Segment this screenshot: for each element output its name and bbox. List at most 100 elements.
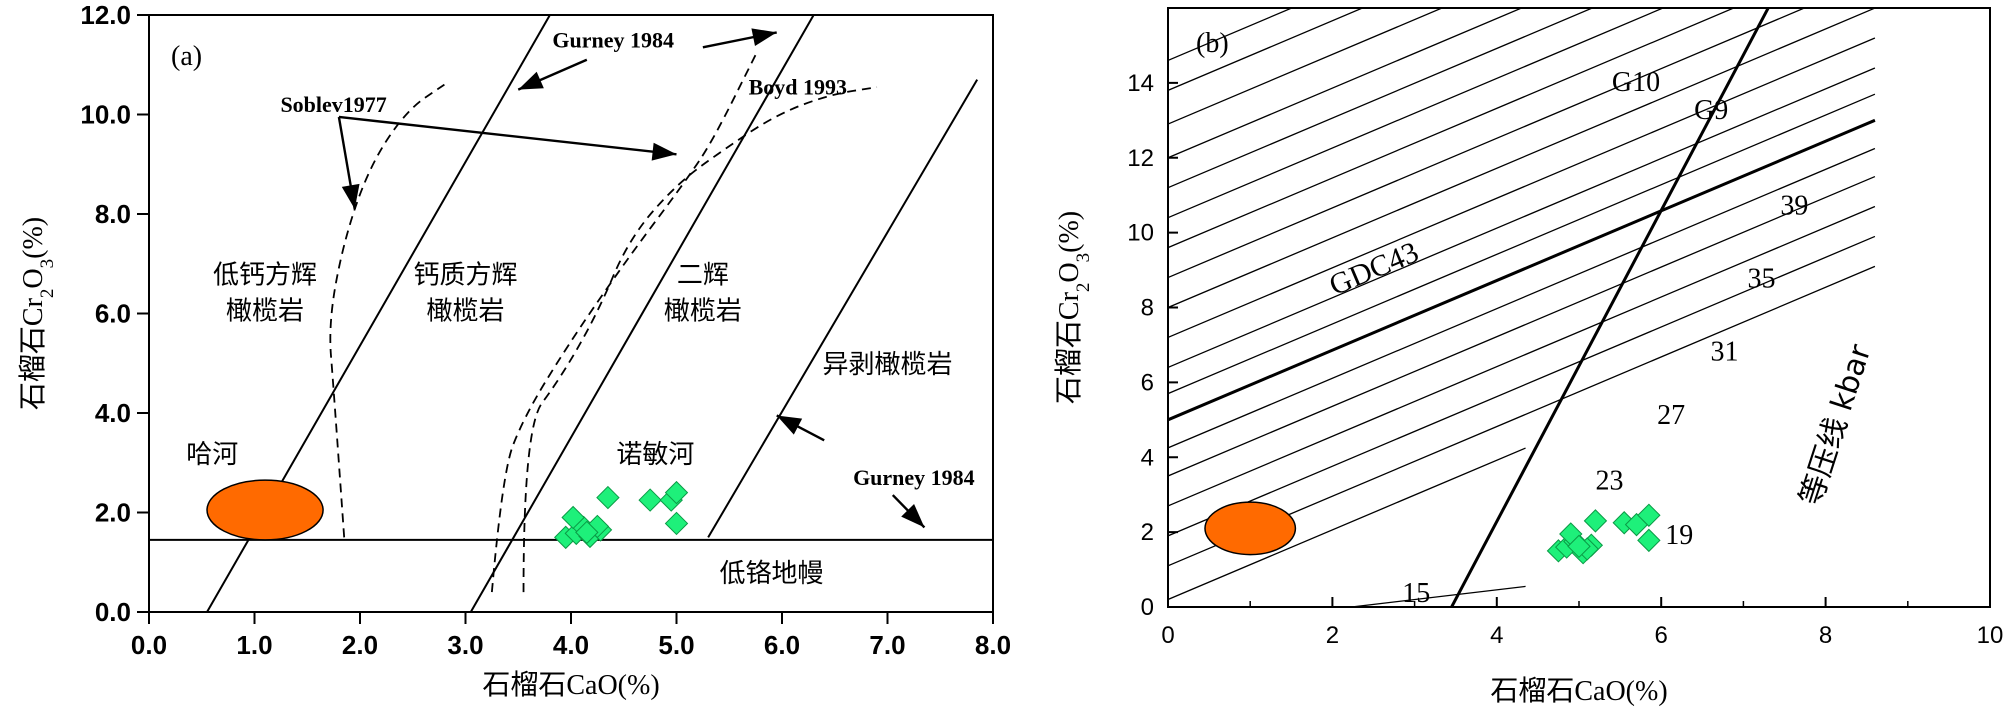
panel-a-x-ticks: 0.0 1.0 2.0 3.0 4.0 5.0 6.0 7.0 8.0 — [131, 612, 1011, 660]
y-tick-label: 6 — [1141, 369, 1154, 396]
panel-a-arrows — [337, 28, 926, 529]
panel-a-y-ticks: 0.0 2.0 4.0 6.0 8.0 10.0 12.0 — [80, 0, 149, 627]
isobar-line — [1168, 235, 1876, 537]
x-tick-label: 4.0 — [553, 630, 589, 660]
isobar-line — [1168, 8, 1665, 219]
panel-a-dashed-curves — [329, 54, 878, 593]
y-tick-label: 10 — [1127, 220, 1154, 247]
y-tick-label: 4 — [1141, 444, 1154, 471]
field-label: 低铬地幔 — [719, 559, 823, 589]
dashed-curve-boyd1993 — [522, 86, 878, 593]
arrow — [517, 58, 588, 91]
panel-b-x-ticks: 0 2 4 6 8 10 — [1161, 597, 2003, 649]
panel-a-label: (a) — [171, 41, 202, 72]
panel-b-y-axis-label: 石榴石Cr2O3(%) — [1053, 211, 1094, 404]
panel-b-marks — [1204, 501, 1661, 565]
y-tick-label: 2.0 — [95, 498, 131, 528]
isobar-label: 31 — [1711, 337, 1739, 368]
isobar-line — [1168, 447, 1526, 601]
x-tick-label: 10 — [1977, 622, 2004, 649]
y-tick-label: 2 — [1141, 519, 1154, 546]
isobar-label: 27 — [1657, 400, 1685, 431]
annotation-label: Gurney 1984 — [853, 465, 975, 490]
x-tick-label: 0.0 — [131, 630, 167, 660]
isobar-label: 39 — [1780, 191, 1808, 222]
annotation-label: Gurney 1984 — [552, 27, 674, 52]
isobar-line — [1168, 175, 1876, 477]
isobar-line — [1168, 8, 1444, 125]
data-point — [1567, 534, 1591, 559]
g10-g9-line — [1450, 8, 1770, 607]
arrow-head — [776, 415, 803, 435]
x-tick-label: 0 — [1161, 622, 1174, 649]
arrow — [776, 414, 825, 442]
field-label: 橄榄岩 — [664, 297, 742, 327]
isobar-line — [1168, 93, 1876, 395]
arrow — [337, 116, 360, 210]
annotation-label: Boyd 1993 — [749, 75, 847, 100]
arrow-head — [518, 71, 544, 90]
isobar-line — [1168, 8, 1594, 189]
field-label: 哈河 — [186, 440, 238, 470]
x-tick-label: 8.0 — [975, 630, 1011, 660]
haha-ellipse — [1204, 501, 1297, 556]
panel-b-heavy-lines — [1168, 8, 1876, 607]
x-tick-label: 3.0 — [447, 630, 483, 660]
panel-a-annotations: Soblev1977 Gurney 1984 Boyd 1993 Gurney 198… — [280, 27, 974, 490]
boundary-line — [707, 79, 979, 538]
arrow-shaft — [338, 115, 677, 156]
y-tick-label: 10.0 — [80, 100, 131, 130]
x-tick-label: 4 — [1490, 622, 1503, 649]
boundary-line — [469, 14, 815, 613]
panel-a-x-axis-label: 石榴石CaO(%) — [482, 669, 659, 701]
y-tick-label: 14 — [1127, 70, 1154, 97]
isobar-label: 19 — [1665, 520, 1693, 551]
data-point — [638, 488, 662, 512]
x-tick-label: 6.0 — [764, 630, 800, 660]
dashed-curve-soblev1977 — [329, 83, 445, 538]
g-line-label: G9 — [1694, 95, 1728, 126]
x-tick-label: 8 — [1819, 622, 1832, 649]
isobar-label: 35 — [1748, 264, 1776, 295]
panel-a: 0.0 2.0 4.0 6.0 8.0 10.0 12.0 0.0 1.0 2.0 3.0 4.0 5… — [17, 0, 1011, 701]
isobar-line — [1168, 8, 1736, 249]
panel-b-x-axis-label: 石榴石CaO(%) — [1490, 675, 1667, 707]
isobar-line — [1168, 205, 1876, 507]
data-point — [1637, 503, 1661, 527]
arrow — [702, 28, 777, 49]
isobar-label: 15 — [1402, 578, 1430, 609]
panel-b-y-ticks: 0 2 4 6 8 10 12 14 — [1127, 70, 1178, 621]
field-label: 低钙方辉 — [213, 261, 317, 291]
x-tick-label: 2 — [1326, 622, 1339, 649]
y-tick-label: 8 — [1141, 295, 1154, 322]
arrow — [891, 494, 926, 529]
y-tick-label: 8.0 — [95, 199, 131, 229]
data-point — [596, 485, 620, 510]
data-point — [1637, 528, 1661, 553]
arrow-head — [751, 28, 777, 46]
y-tick-label: 6.0 — [95, 299, 131, 329]
field-label: 二辉 — [677, 261, 729, 291]
isobar-line — [1168, 8, 1294, 62]
y-tick-label: 12.0 — [80, 0, 131, 30]
g-line-label: G10 — [1612, 67, 1660, 98]
field-label: 橄榄岩 — [226, 297, 304, 327]
haha-ellipse — [206, 479, 324, 541]
x-tick-label: 2.0 — [342, 630, 378, 660]
panel-a-marks — [206, 479, 689, 550]
y-tick-label: 0.0 — [95, 597, 131, 627]
dashed-curve-gurney1984 — [490, 54, 757, 593]
field-label: 橄榄岩 — [426, 297, 504, 327]
isobar-label: 23 — [1595, 466, 1623, 497]
data-point — [1583, 509, 1608, 533]
x-tick-label: 6 — [1655, 622, 1668, 649]
arrow-head — [341, 183, 360, 210]
gdc43-line — [1168, 118, 1876, 422]
isobar-line — [1168, 37, 1876, 339]
isobar-line — [1168, 147, 1876, 449]
x-tick-label: 7.0 — [869, 630, 905, 660]
data-point — [664, 480, 689, 505]
